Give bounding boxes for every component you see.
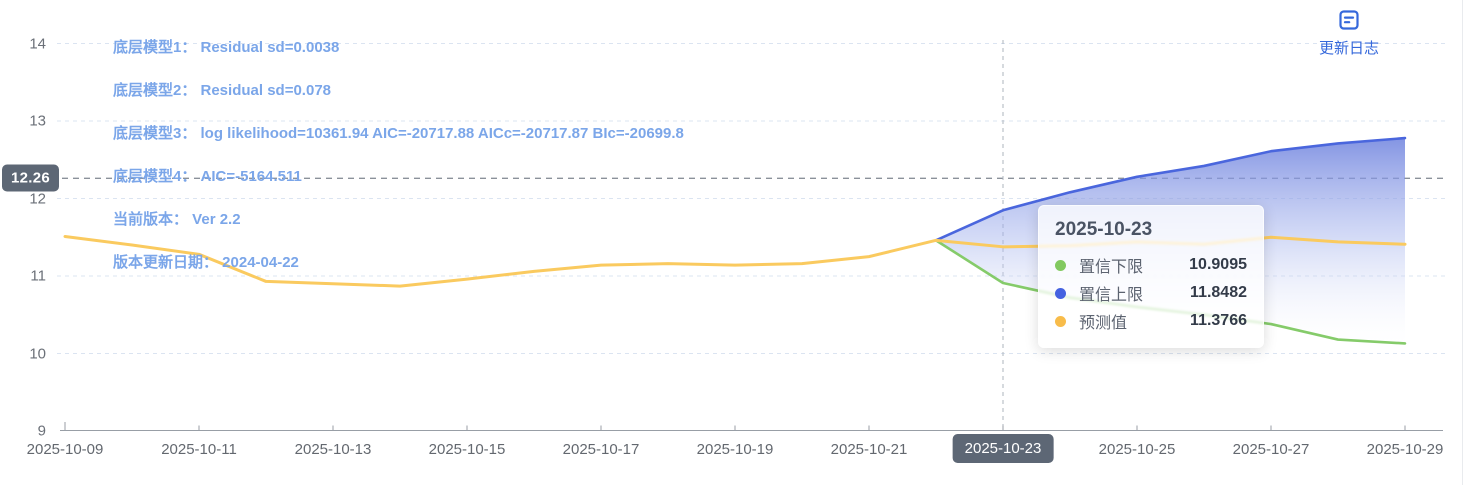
tooltip-series-label: 置信上限	[1079, 287, 1144, 304]
tooltip-row: 预测值 11.3766	[1055, 307, 1247, 335]
chart-tooltip: 2025-10-23 置信下限 10.9095 置信上限 11.8482 预测值 11.3…	[1038, 205, 1264, 348]
panel-divider	[1462, 0, 1463, 485]
tooltip-series-value: 10.9095	[1189, 256, 1247, 273]
x-axis-label: 2025-10-15	[428, 441, 506, 458]
tooltip-date-title: 2025-10-23	[1055, 219, 1153, 240]
series-color-dot	[1055, 259, 1066, 271]
y-axis-label: 14	[29, 35, 46, 52]
update-log-icon	[1337, 8, 1361, 35]
model-annotations: 底层模型1： Residual sd=0.0038 底层模型2： Residua…	[113, 26, 684, 284]
x-axis-label: 2025-10-13	[294, 441, 372, 458]
x-axis-label: 2025-10-11	[161, 441, 237, 458]
x-axis-label: 2025-10-27	[1232, 441, 1310, 458]
current-version-line: 当前版本： Ver 2.2	[113, 211, 241, 228]
version-date-line: 版本更新日期： 2024-04-22	[113, 254, 299, 271]
y-axis-label: 11	[30, 267, 46, 285]
model-info-line-2: 底层模型2： Residual sd=0.078	[113, 82, 331, 99]
x-axis-label: 2025-10-29	[1366, 441, 1444, 458]
y-axis-label: 9	[37, 422, 46, 440]
y-axis-pointer-badge: 12.26	[2, 164, 60, 192]
series-color-dot	[1055, 287, 1066, 299]
model-info-line-1: 底层模型1： Residual sd=0.0038	[113, 39, 340, 56]
y-axis-label: 13	[29, 112, 46, 130]
tooltip-series-label: 预测值	[1079, 315, 1128, 332]
x-axis-pointer-badge: 2025-10-23	[952, 434, 1054, 463]
model-info-line-3: 底层模型3： log likelihood=10361.94 AIC=-2071…	[113, 125, 684, 142]
tooltip-series-value: 11.3766	[1190, 312, 1247, 329]
model-info-line-4: 底层模型4： AIC=-5164.511	[113, 168, 302, 185]
x-axis-label: 2025-10-21	[830, 441, 908, 458]
update-log-label: 更新日志	[1318, 40, 1379, 57]
y-axis-label: 12	[29, 190, 46, 207]
x-axis-label: 2025-10-19	[696, 441, 774, 458]
tooltip-row: 置信上限 11.8482	[1055, 279, 1247, 307]
x-axis-label: 2025-10-17	[562, 441, 640, 458]
x-axis-label: 2025-10-09	[26, 441, 104, 458]
x-axis-label: 2025-10-25	[1098, 441, 1176, 458]
series-color-dot	[1055, 315, 1066, 327]
tooltip-row: 置信下限 10.9095	[1055, 251, 1247, 279]
y-axis-label: 10	[29, 345, 46, 362]
tooltip-series-label: 置信下限	[1079, 259, 1144, 276]
update-log-button[interactable]: 更新日志	[1316, 8, 1382, 58]
tooltip-rows: 置信下限 10.9095 置信上限 11.8482 预测值 11.3766	[1055, 251, 1247, 335]
tooltip-series-value: 11.8482	[1190, 284, 1247, 301]
